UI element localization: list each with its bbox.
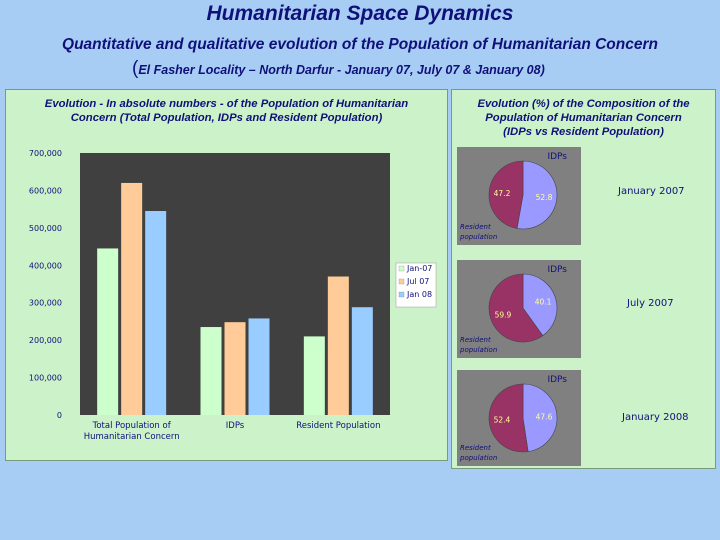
x-category-label: Resident Population (296, 421, 380, 431)
page-title: Humanitarian Space Dynamics (206, 2, 514, 25)
pie-date-jan-2007: January 2007 (618, 186, 685, 197)
pie-resident-label-line1: Resident (460, 336, 491, 344)
legend-label: Jul 07 (406, 277, 429, 286)
bar (121, 182, 143, 415)
pie-value-label: 52.4 (494, 416, 511, 425)
pie-slice (488, 160, 524, 229)
bar-chart-panel-title: Evolution - In absolute numbers - of the… (6, 97, 447, 125)
y-tick-label: 200,000 (29, 336, 62, 345)
legend-swatch (398, 278, 405, 285)
y-tick-label: 700,000 (29, 149, 62, 158)
pie-date-jan-2008: January 2008 (622, 412, 689, 423)
legend-label: Jan 08 (406, 290, 432, 299)
pie-slice (488, 383, 529, 453)
pie-jan-2007-svg: 52.8 47.2 IDPs Resident population (457, 147, 581, 245)
legend-swatch (398, 265, 405, 272)
x-category-label: Humanitarian Concern (84, 432, 180, 442)
bar-chart-title-line1: Evolution - In absolute numbers - of the… (44, 98, 409, 110)
pie-charts-panel: Evolution (%) of the Composition of the … (451, 89, 716, 469)
bar-chart-title-line2: Concern (Total Population, IDPs and Resi… (70, 112, 383, 124)
pie-resident-label-line1: Resident (460, 223, 491, 231)
bar (145, 211, 167, 415)
pie-value-label: 52.8 (536, 193, 553, 202)
pie-idps-label: IDPs (547, 375, 567, 385)
y-tick-label: 100,000 (29, 374, 62, 383)
pie-panel-title-line3: (IDPs vs Resident Population) (503, 126, 664, 138)
bar (97, 248, 119, 415)
pie-idps-label: IDPs (547, 265, 567, 275)
x-category-label: Total Population of (92, 421, 172, 431)
pie-panel-title: Evolution (%) of the Composition of the … (452, 97, 715, 139)
pie-jul-2007-svg: 40.1 59.9 IDPs Resident population (457, 260, 581, 358)
legend-swatch (398, 291, 405, 298)
y-tick-label: 600,000 (29, 186, 62, 195)
pie-date-jul-2007: July 2007 (627, 298, 674, 309)
pie-slice (488, 273, 544, 343)
pie-slice (522, 273, 558, 337)
page-subtitle: Quantitative and qualitative evolution o… (62, 36, 658, 53)
pie-value-label: 40.1 (535, 298, 552, 307)
pie-resident-label-line1: Resident (460, 444, 491, 452)
pie-value-label: 47.6 (536, 412, 553, 421)
subtitle-paren-open: ( (132, 58, 139, 79)
pie-slice (516, 160, 558, 230)
y-tick-label: 0 (57, 411, 62, 420)
bar (248, 318, 270, 415)
y-tick-label: 300,000 (29, 299, 62, 308)
pie-resident-label-line2: population (459, 346, 497, 354)
pie-panel-title-line2: Population of Humanitarian Concern (485, 112, 682, 124)
pie-panel-title-line1: Evolution (%) of the Composition of the (477, 98, 690, 110)
y-tick-label: 400,000 (29, 261, 62, 270)
bar (224, 322, 246, 415)
pie-value-label: 47.2 (494, 189, 511, 198)
bar-chart: 0 100,000 200,000 300,000 400,000 500,000 600,… (29, 149, 437, 442)
pie-resident-label-line2: population (459, 454, 497, 462)
x-category-label: IDPs (226, 421, 245, 431)
subtitle-paren-close: ) (540, 63, 545, 77)
bar (303, 336, 325, 415)
pie-resident-label-line2: population (459, 233, 497, 241)
bar (200, 327, 222, 415)
pie-value-label: 59.9 (495, 310, 512, 319)
page-subtitle-detail: (El Fasher Locality – North Darfur - Jan… (132, 58, 545, 80)
pie-slice (522, 383, 558, 452)
bar-chart-panel: Evolution - In absolute numbers - of the… (5, 89, 448, 461)
bar (351, 307, 373, 415)
y-tick-label: 500,000 (29, 224, 62, 233)
pie-idps-label: IDPs (547, 152, 567, 162)
pie-jan-2008-svg: 47.6 52.4 IDPs Resident population (457, 370, 581, 466)
bar (327, 276, 349, 415)
legend-label: Jan-07 (406, 264, 432, 273)
subtitle-detail-text: El Fasher Locality – North Darfur - Janu… (138, 63, 541, 77)
